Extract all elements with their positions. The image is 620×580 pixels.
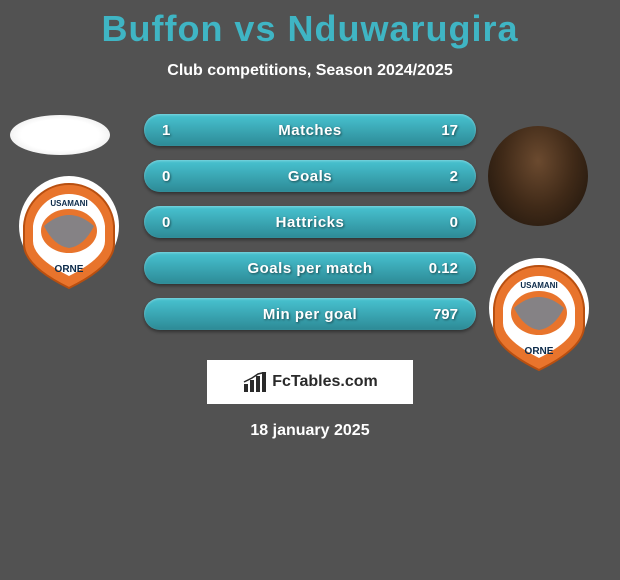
shield-icon: ORNE USAMANI: [14, 176, 124, 294]
brand-badge: FcTables.com: [207, 360, 413, 404]
club-badge-left: ORNE USAMANI: [14, 176, 124, 294]
stat-right-value: 17: [441, 122, 458, 139]
stat-label: Hattricks: [276, 214, 345, 231]
stat-row-min-per-goal: Min per goal 797: [144, 298, 476, 330]
stat-right-value: 0.12: [429, 260, 458, 277]
stat-left-value: 0: [162, 168, 170, 185]
stat-label: Min per goal: [263, 306, 357, 323]
stat-label: Goals: [288, 168, 332, 185]
stat-label: Matches: [278, 122, 342, 139]
date-label: 18 january 2025: [0, 422, 620, 440]
page-title: Buffon vs Nduwarugira: [0, 8, 620, 50]
stat-left-value: 1: [162, 122, 170, 139]
stat-left-value: 0: [162, 214, 170, 231]
stat-right-value: 0: [450, 214, 458, 231]
player-avatar-right: [488, 126, 588, 226]
shield-icon: ORNE USAMANI: [484, 258, 594, 376]
brand-text: FcTables.com: [272, 373, 378, 391]
stat-right-value: 2: [450, 168, 458, 185]
svg-text:USAMANI: USAMANI: [50, 199, 87, 208]
club-badge-right: ORNE USAMANI: [484, 258, 594, 376]
svg-text:USAMANI: USAMANI: [520, 281, 557, 290]
stat-row-matches: 1 Matches 17: [144, 114, 476, 146]
svg-text:ORNE: ORNE: [55, 264, 84, 275]
stat-row-hattricks: 0 Hattricks 0: [144, 206, 476, 238]
svg-text:ORNE: ORNE: [525, 346, 554, 357]
player-avatar-left: [10, 115, 110, 155]
stat-row-goals: 0 Goals 2: [144, 160, 476, 192]
stat-right-value: 797: [433, 306, 458, 323]
page-subtitle: Club competitions, Season 2024/2025: [0, 62, 620, 80]
stat-label: Goals per match: [247, 260, 372, 277]
chart-bars-icon: [242, 372, 270, 392]
stat-row-goals-per-match: Goals per match 0.12: [144, 252, 476, 284]
